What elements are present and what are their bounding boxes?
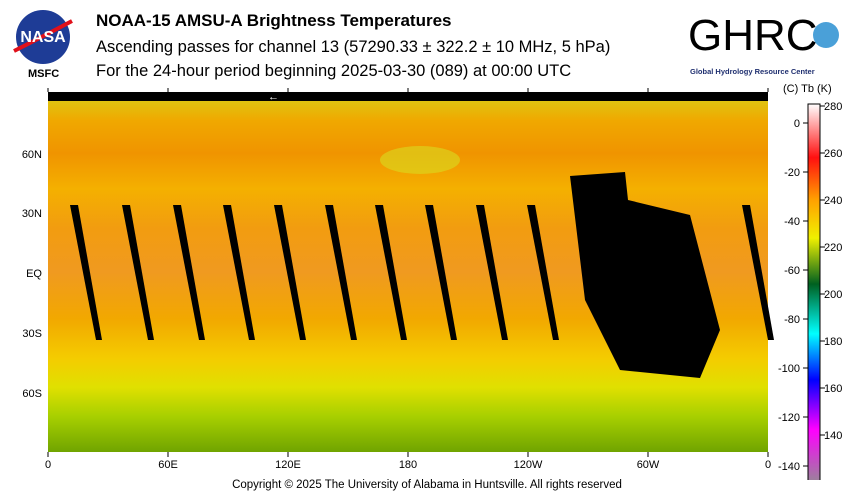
msfc-label: MSFC	[28, 68, 60, 80]
colorbar-header: (C) Tb (K)	[783, 83, 832, 95]
colorbar	[807, 103, 821, 480]
lat-label: 30N	[22, 208, 42, 220]
page-title: NOAA-15 AMSU-A Brightness Temperatures	[96, 11, 452, 30]
nasa-logo: NASA	[12, 8, 74, 66]
colorbar-kelvin-tick: 240	[824, 195, 842, 207]
nasa-logo-text: NASA	[20, 29, 66, 46]
colorbar-celsius-tick: 0	[794, 118, 800, 130]
subtitle-channel: Ascending passes for channel 13 (57290.3…	[96, 38, 611, 56]
colorbar-celsius-tick: -120	[778, 412, 800, 424]
lon-label: 180	[399, 459, 417, 471]
lat-label: 30S	[22, 328, 42, 340]
colorbar-celsius-tick: -80	[784, 314, 800, 326]
ghrc-subtitle: Global Hydrology Resource Center	[690, 67, 815, 76]
swath-gap	[122, 205, 154, 340]
colorbar-celsius-tick: -60	[784, 265, 800, 277]
colorbar-celsius-tick: -100	[778, 363, 800, 375]
colorbar-celsius-tick: -40	[784, 216, 800, 228]
ghrc-logo: GHRC Global Hydrology Resource Center	[688, 8, 848, 78]
colorbar-celsius-tick: -140	[778, 461, 800, 473]
lat-label: EQ	[26, 268, 42, 280]
lon-label: 120W	[514, 459, 543, 471]
cold-region	[380, 146, 460, 174]
lon-label: 0	[765, 459, 771, 471]
swath-gap	[274, 205, 306, 340]
swath-gap	[70, 205, 102, 340]
colorbar-kelvin-tick: 140	[824, 430, 842, 442]
swath-gap	[223, 205, 255, 340]
subtitle-period: For the 24-hour period beginning 2025-03…	[96, 62, 572, 80]
lon-label: 60E	[158, 459, 178, 471]
colorbar-kelvin-tick: 220	[824, 242, 842, 254]
swath-gap	[742, 205, 774, 340]
swath-gap	[476, 205, 508, 340]
polar-gap	[48, 92, 768, 101]
lat-label: 60N	[22, 149, 42, 161]
swath-gap	[425, 205, 457, 340]
swath-gap	[527, 205, 559, 340]
direction-arrow: ←	[268, 91, 279, 103]
swath-gap	[173, 205, 205, 340]
swath-gap	[375, 205, 407, 340]
swath-gap-large	[570, 172, 720, 378]
lon-label: 0	[45, 459, 51, 471]
copyright: Copyright © 2025 The University of Alaba…	[232, 479, 622, 491]
swath-gap	[325, 205, 357, 340]
colorbar-kelvin-tick: 200	[824, 289, 842, 301]
brightness-map: ← 60N 30N EQ 30S 60S 0 60E 120E 180 120W 60W 0 280 2…	[22, 88, 842, 480]
colorbar-kelvin-tick: 160	[824, 383, 842, 395]
colorbar-kelvin-tick: 280	[824, 101, 842, 113]
swath-gaps	[70, 205, 774, 340]
lon-label: 120E	[275, 459, 301, 471]
colorbar-celsius-tick: -20	[784, 167, 800, 179]
lat-label: 60S	[22, 388, 42, 400]
lon-label: 60W	[637, 459, 660, 471]
colorbar-kelvin-tick: 260	[824, 148, 842, 160]
ghrc-logo-text: GHRC	[688, 11, 818, 60]
colorbar-kelvin-tick: 180	[824, 336, 842, 348]
